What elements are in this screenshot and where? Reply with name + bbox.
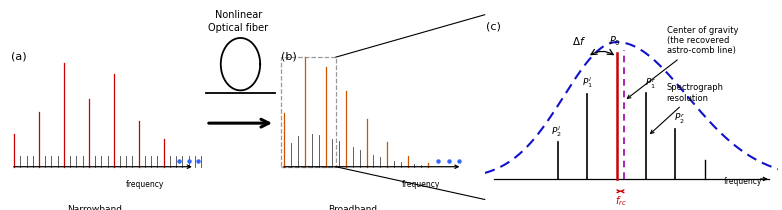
Text: $P_2^r$: $P_2^r$ bbox=[674, 112, 685, 126]
Text: frequency: frequency bbox=[126, 180, 164, 189]
Text: $\Delta f$: $\Delta f$ bbox=[572, 35, 586, 47]
Text: Spectrograph
resolution: Spectrograph resolution bbox=[651, 83, 723, 134]
Text: (a): (a) bbox=[11, 52, 27, 62]
Text: (c): (c) bbox=[486, 22, 501, 32]
Text: Narrowband
astro-comb: Narrowband astro-comb bbox=[67, 205, 123, 210]
Text: (b): (b) bbox=[281, 52, 297, 62]
Text: frequency: frequency bbox=[402, 180, 440, 189]
Text: $f_{rc}$: $f_{rc}$ bbox=[615, 194, 626, 208]
Text: $P_0$: $P_0$ bbox=[609, 34, 621, 47]
Text: $P_1^r$: $P_1^r$ bbox=[645, 76, 656, 91]
Text: $P_2^l$: $P_2^l$ bbox=[551, 124, 562, 139]
Text: Center of gravity
(the recovered
astro-comb line): Center of gravity (the recovered astro-c… bbox=[627, 26, 738, 98]
Bar bbox=[281, 57, 335, 167]
Text: frequency: frequency bbox=[723, 177, 762, 186]
Text: $P_1^l$: $P_1^l$ bbox=[582, 75, 593, 90]
Text: Nonlinear
Optical fiber: Nonlinear Optical fiber bbox=[209, 10, 268, 33]
Text: Broadband
astro-comb: Broadband astro-comb bbox=[328, 205, 378, 210]
